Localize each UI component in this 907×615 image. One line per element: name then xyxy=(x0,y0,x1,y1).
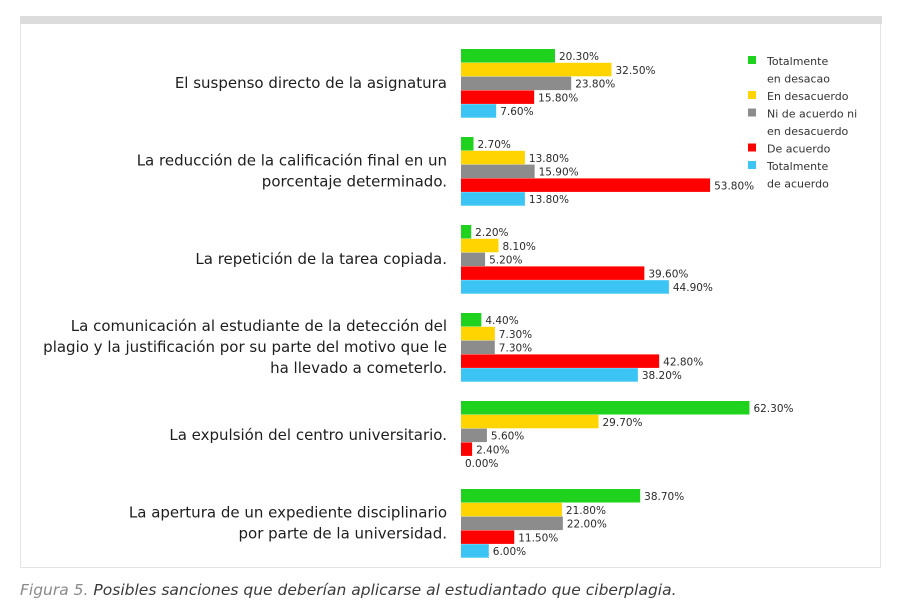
category-label: La comunicación al estudiante de la dete… xyxy=(71,317,447,335)
chart-legend: Totalmente en desacao En desacuerdo Ni de a… xyxy=(748,55,857,191)
labels-layer: 20.30% 32.50%23.80%15.80% 7.60% El suspenso… xyxy=(43,51,793,558)
data-label: 15.90% xyxy=(539,167,579,179)
data-label: 22.00% xyxy=(567,519,607,531)
data-label: 0.00% xyxy=(465,458,498,470)
legend-swatch xyxy=(748,56,756,64)
legend-swatch xyxy=(748,143,756,152)
category-label: por parte de la universidad. xyxy=(239,525,447,543)
bar-5-de-acuerdo xyxy=(461,442,473,456)
legend-entry: En desacuerdo xyxy=(767,90,849,103)
data-label: 62.30% xyxy=(753,403,793,415)
legend-swatch xyxy=(748,161,756,169)
bar-6-en-desacuerdo xyxy=(461,502,562,517)
figure-caption: Figura 5. Posibles sanciones que debería… xyxy=(20,581,890,599)
data-label: 11.50% xyxy=(518,532,558,544)
data-label: 38.20% xyxy=(642,370,682,382)
bar-1-totalmente-de-acuerdo xyxy=(461,104,497,118)
bar-5-ni-de-acuerdo-ni-en-desacuerdo xyxy=(461,428,487,443)
data-label: 15.80% xyxy=(538,92,578,104)
category-label: La apertura de un expediente disciplinar… xyxy=(129,504,447,522)
data-label: 8.10% xyxy=(503,241,536,253)
legend-entry: Totalmente xyxy=(766,55,828,68)
bar-2-en-desacuerdo xyxy=(461,150,525,165)
data-label: 53.80% xyxy=(714,180,754,192)
bar-1-en-desacuerdo xyxy=(461,62,612,77)
figure-number: Figura 5. xyxy=(20,581,89,599)
data-label: 5.60% xyxy=(491,431,524,443)
data-label: 32.50% xyxy=(615,65,655,77)
bar-4-en-desacuerdo xyxy=(461,326,495,341)
legend-swatch xyxy=(748,91,756,99)
data-label: 5.20% xyxy=(489,255,522,267)
data-label: 4.40% xyxy=(485,315,518,327)
data-label: 20.30% xyxy=(559,51,599,63)
data-label: 23.80% xyxy=(575,79,615,91)
data-label: 13.80% xyxy=(529,153,569,165)
data-label: 2.20% xyxy=(475,227,508,239)
bar-2-totalmente-en-desacao xyxy=(461,137,474,151)
category-label: ha llevado a cometerlo. xyxy=(270,359,447,377)
category-label: porcentaje determinado. xyxy=(262,173,447,191)
data-label: 42.80% xyxy=(663,356,703,368)
bar-3-ni-de-acuerdo-ni-en-desacuerdo xyxy=(461,252,486,267)
top-border-bar xyxy=(20,16,882,24)
category-label: La repetición de la tarea copiada. xyxy=(195,250,447,268)
bar-4-totalmente-en-desacao xyxy=(461,313,482,327)
bar-2-de-acuerdo xyxy=(461,178,711,192)
legend-swatch xyxy=(748,108,756,117)
data-label: 2.70% xyxy=(478,139,511,151)
data-label: 39.60% xyxy=(648,268,688,280)
bar-6-de-acuerdo xyxy=(461,530,515,544)
data-label: 44.90% xyxy=(673,282,713,294)
bar-3-en-desacuerdo xyxy=(461,238,499,253)
bar-4-de-acuerdo xyxy=(461,354,660,368)
category-label: La expulsión del centro universitario. xyxy=(169,426,447,444)
data-label: 21.80% xyxy=(566,505,606,517)
legend-entry: de acuerdo xyxy=(767,178,829,191)
bar-3-totalmente-en-desacao xyxy=(461,225,472,239)
data-label: 13.80% xyxy=(529,194,569,206)
legend-entry: en desacao xyxy=(767,73,830,86)
bar-4-ni-de-acuerdo-ni-en-desacuerdo xyxy=(461,340,495,355)
data-label: 7.30% xyxy=(499,343,532,355)
legend-entry: De acuerdo xyxy=(767,143,831,156)
data-label: 2.40% xyxy=(476,444,509,456)
bar-5-en-desacuerdo xyxy=(461,414,599,429)
data-label: 6.00% xyxy=(493,546,526,558)
bar-5-totalmente-en-desacao xyxy=(461,401,750,415)
data-label: 7.60% xyxy=(500,106,533,118)
category-label: La reducción de la calificación final en… xyxy=(137,152,447,170)
data-label: 29.70% xyxy=(603,417,643,429)
bar-2-ni-de-acuerdo-ni-en-desacuerdo xyxy=(461,164,535,179)
bars-layer xyxy=(461,49,750,558)
figure-caption-text: Posibles sanciones que deberían aplicars… xyxy=(93,581,677,599)
bar-1-totalmente-en-desacao xyxy=(461,49,555,63)
bar-chart: 20.30% 32.50%23.80%15.80% 7.60% El suspenso… xyxy=(43,49,857,558)
category-label: plagio y la justificación por su parte d… xyxy=(43,338,447,356)
bar-3-de-acuerdo xyxy=(461,266,645,280)
bar-6-totalmente-en-desacao xyxy=(461,489,641,503)
bar-6-totalmente-de-acuerdo xyxy=(461,544,489,558)
bar-1-ni-de-acuerdo-ni-en-desacuerdo xyxy=(461,76,572,91)
bar-1-de-acuerdo xyxy=(461,90,535,104)
bar-6-ni-de-acuerdo-ni-en-desacuerdo xyxy=(461,516,563,531)
legend-entry: Totalmente xyxy=(766,160,828,173)
data-label: 38.70% xyxy=(644,491,684,503)
bar-3-totalmente-de-acuerdo xyxy=(461,280,669,294)
legend-entry: Ni de acuerdo ni xyxy=(767,108,857,121)
category-label: El suspenso directo de la asignatura xyxy=(175,74,447,92)
legend-entry: en desacuerdo xyxy=(767,125,849,138)
data-label: 7.30% xyxy=(499,329,532,341)
bar-2-totalmente-de-acuerdo xyxy=(461,192,525,206)
bar-4-totalmente-de-acuerdo xyxy=(461,368,638,382)
chart-frame xyxy=(20,24,881,568)
